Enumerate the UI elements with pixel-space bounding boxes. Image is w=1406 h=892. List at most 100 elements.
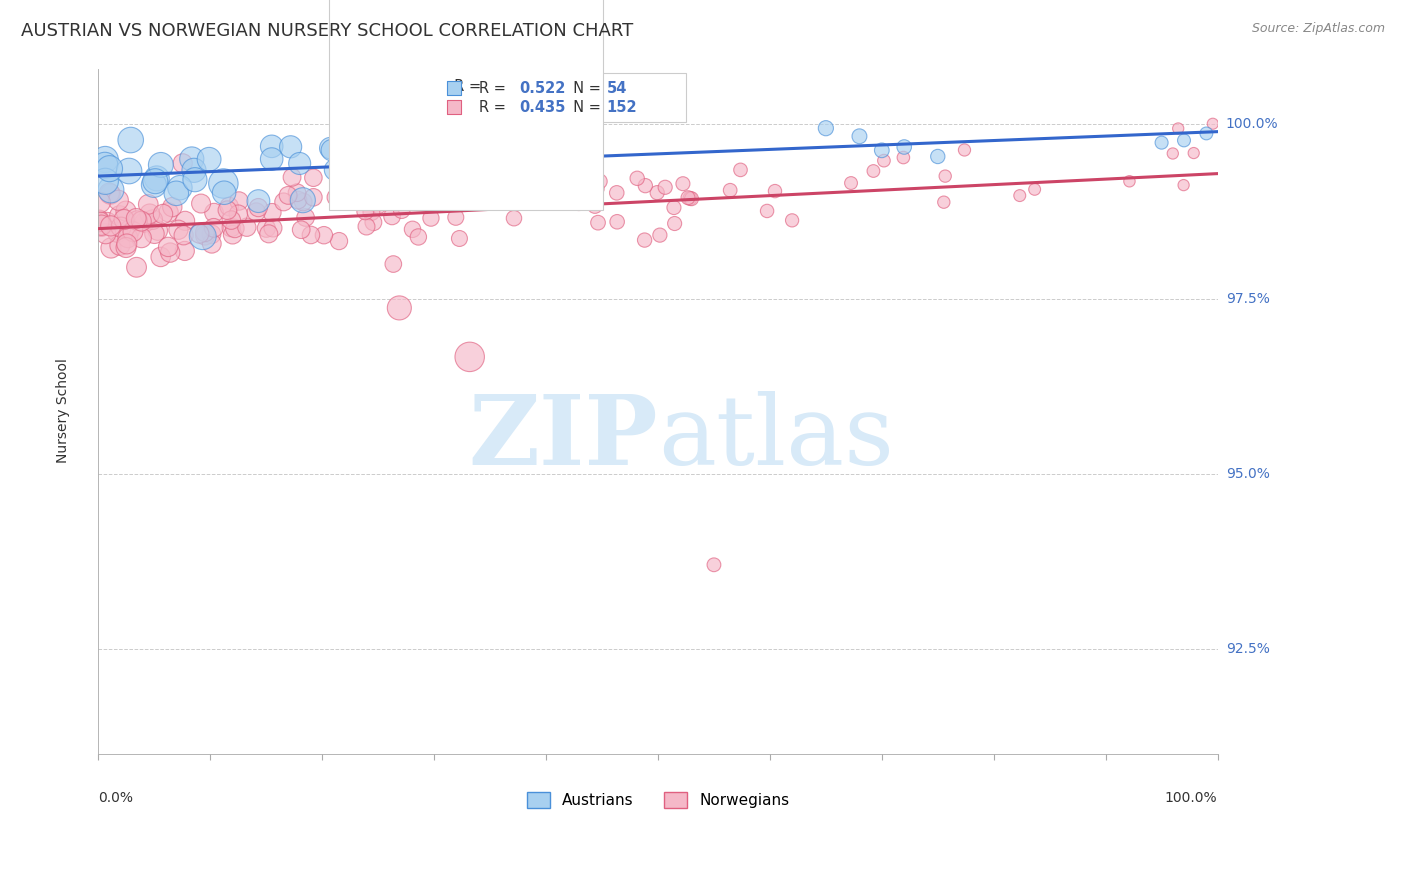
Point xyxy=(893,140,915,154)
Point xyxy=(194,225,217,239)
Point xyxy=(146,223,169,237)
Point xyxy=(703,558,725,572)
Point xyxy=(862,164,884,178)
Point xyxy=(447,186,470,200)
Point xyxy=(730,162,752,177)
Point xyxy=(262,205,284,219)
Text: AUSTRIAN VS NORWEGIAN NURSERY SCHOOL CORRELATION CHART: AUSTRIAN VS NORWEGIAN NURSERY SCHOOL COR… xyxy=(21,22,633,40)
Point xyxy=(257,227,280,241)
Point xyxy=(439,178,461,193)
Point xyxy=(108,238,131,252)
Point xyxy=(672,177,695,191)
Point xyxy=(273,194,295,209)
Point xyxy=(224,221,246,235)
Point xyxy=(212,186,235,200)
Point xyxy=(763,184,786,198)
Point xyxy=(219,220,242,235)
Point xyxy=(512,176,534,190)
Point xyxy=(546,162,568,177)
Point xyxy=(202,205,225,219)
Point xyxy=(679,191,702,205)
Text: 0.522: 0.522 xyxy=(519,81,565,95)
Point xyxy=(328,234,350,248)
Point xyxy=(228,194,250,208)
Point xyxy=(134,215,156,229)
Point xyxy=(236,220,259,235)
Point xyxy=(299,227,322,242)
Point xyxy=(449,231,471,245)
Text: 0.435: 0.435 xyxy=(519,100,565,115)
Point xyxy=(159,245,181,260)
Point xyxy=(633,233,655,247)
Point xyxy=(143,174,166,188)
Point xyxy=(87,213,110,227)
Point xyxy=(100,241,122,255)
Point xyxy=(172,156,194,170)
Point xyxy=(96,215,118,229)
Point xyxy=(1161,146,1184,161)
Point xyxy=(873,153,896,168)
Point xyxy=(932,195,955,210)
Point xyxy=(125,211,148,226)
Point xyxy=(354,204,377,219)
Point xyxy=(98,187,121,202)
Point xyxy=(583,199,606,213)
Point xyxy=(173,228,195,243)
Text: 54: 54 xyxy=(606,81,627,95)
Point xyxy=(173,244,195,258)
Point xyxy=(382,257,405,271)
Text: 0.0%: 0.0% xyxy=(98,791,134,805)
Point xyxy=(115,241,138,255)
Point xyxy=(94,174,117,188)
Point xyxy=(122,225,145,239)
Point xyxy=(367,198,389,212)
Point xyxy=(201,236,224,251)
Point xyxy=(401,222,423,236)
Point xyxy=(401,143,423,157)
Point xyxy=(363,175,385,189)
Text: Source: ZipAtlas.com: Source: ZipAtlas.com xyxy=(1251,22,1385,36)
Point xyxy=(574,191,596,205)
Text: 100.0%: 100.0% xyxy=(1226,118,1278,131)
Point xyxy=(1150,136,1173,150)
Point xyxy=(127,213,149,227)
Text: R =: R = xyxy=(479,81,510,95)
Point xyxy=(202,220,225,235)
Point xyxy=(167,223,190,237)
Point xyxy=(335,151,357,165)
Point xyxy=(589,174,612,188)
Point xyxy=(142,178,165,192)
Point xyxy=(198,153,221,167)
Point xyxy=(503,211,526,226)
Point xyxy=(302,190,325,204)
Point xyxy=(120,133,142,147)
Point xyxy=(585,182,607,196)
Point xyxy=(169,180,191,194)
Point xyxy=(188,227,211,241)
Point xyxy=(662,201,685,215)
Point xyxy=(441,137,464,152)
Text: 95.0%: 95.0% xyxy=(1226,467,1270,481)
Point xyxy=(292,194,315,209)
Point xyxy=(402,194,425,209)
Text: 97.5%: 97.5% xyxy=(1226,293,1270,306)
Point xyxy=(451,159,474,173)
Point xyxy=(98,161,121,176)
Point xyxy=(718,183,741,197)
Point xyxy=(108,209,131,223)
Point xyxy=(117,230,139,244)
Point xyxy=(302,170,325,185)
Point xyxy=(426,153,449,167)
Point xyxy=(180,152,202,166)
Text: R =: R = xyxy=(446,78,486,94)
Point xyxy=(586,216,609,230)
Point xyxy=(217,203,239,218)
Point xyxy=(1024,182,1046,196)
Point xyxy=(112,212,135,227)
Point xyxy=(385,176,408,190)
Point xyxy=(118,164,141,178)
Point xyxy=(381,210,404,224)
Point xyxy=(648,228,671,243)
Point xyxy=(125,260,148,275)
Point xyxy=(118,223,141,237)
